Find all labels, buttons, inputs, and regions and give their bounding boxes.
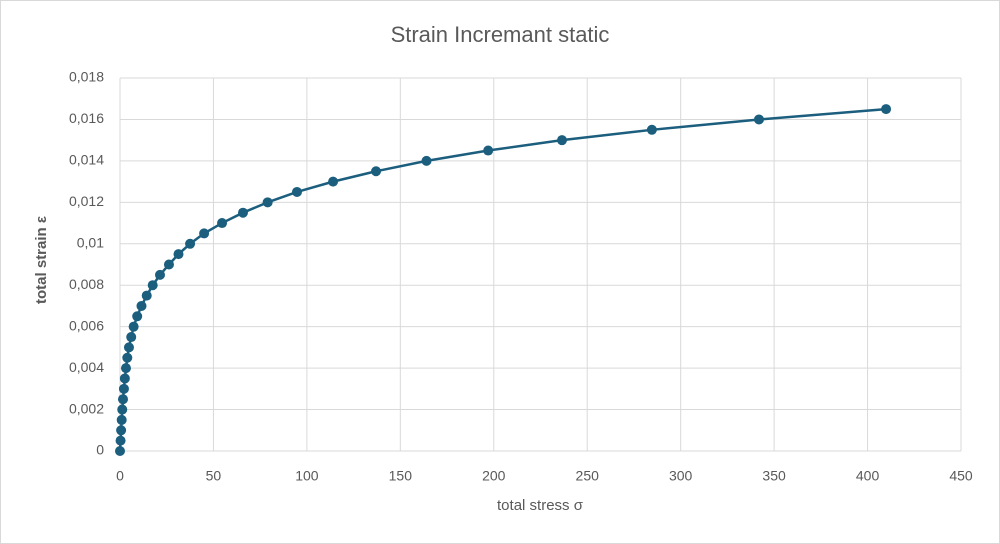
data-point (119, 373, 130, 384)
data-point (173, 249, 184, 260)
data-point (881, 104, 892, 115)
data-point (117, 404, 128, 415)
data-point (328, 176, 339, 187)
data-point (120, 363, 131, 374)
y-axis-label: total strain ε (33, 216, 50, 304)
y-tick-label: 0,006 (69, 317, 104, 333)
data-point (753, 114, 764, 125)
data-point (141, 290, 152, 301)
y-tick-label: 0,012 (69, 193, 104, 209)
data-point (291, 186, 302, 197)
data-point (115, 435, 126, 446)
y-tick-label: 0 (96, 442, 104, 458)
data-point (556, 135, 567, 146)
data-point (118, 383, 129, 394)
chart-title: Strain Incremant static (391, 22, 610, 47)
data-point (262, 197, 273, 208)
data-point (371, 166, 382, 177)
y-tick-label: 0,002 (69, 400, 104, 416)
data-point (483, 145, 494, 156)
data-point (217, 218, 228, 229)
data-point (154, 269, 165, 280)
data-point (128, 321, 139, 332)
x-tick-label: 400 (856, 468, 880, 484)
data-point (163, 259, 174, 270)
x-tick-label: 450 (949, 468, 973, 484)
data-point (421, 155, 432, 166)
x-tick-label: 250 (576, 468, 600, 484)
data-point (237, 207, 248, 218)
x-tick-label: 350 (762, 468, 786, 484)
x-tick-label: 150 (389, 468, 413, 484)
y-tick-label: 0,016 (69, 110, 104, 126)
data-point (132, 311, 143, 322)
data-point (199, 228, 210, 239)
data-point (122, 352, 133, 363)
x-tick-label: 100 (295, 468, 319, 484)
data-line (118, 107, 887, 452)
y-tick-label: 0,008 (69, 276, 104, 292)
data-point (185, 238, 196, 249)
y-tick-label: 0,014 (69, 152, 104, 168)
y-tick-label: 0,01 (77, 234, 104, 250)
x-tick-label: 50 (206, 468, 222, 484)
data-point (126, 332, 137, 343)
data-point (116, 425, 127, 436)
data-point (646, 124, 657, 135)
data-point (116, 414, 127, 425)
x-axis-label: total stress σ (497, 497, 584, 514)
y-tick-label: 0,018 (69, 69, 104, 85)
x-tick-label: 0 (116, 468, 124, 484)
data-point (136, 300, 147, 311)
y-tick-label: 0,004 (69, 359, 104, 375)
data-point (117, 394, 128, 405)
x-tick-label: 200 (482, 468, 506, 484)
data-point (147, 280, 158, 291)
data-point (115, 446, 125, 456)
data-point (123, 342, 134, 353)
x-tick-label: 300 (669, 468, 693, 484)
